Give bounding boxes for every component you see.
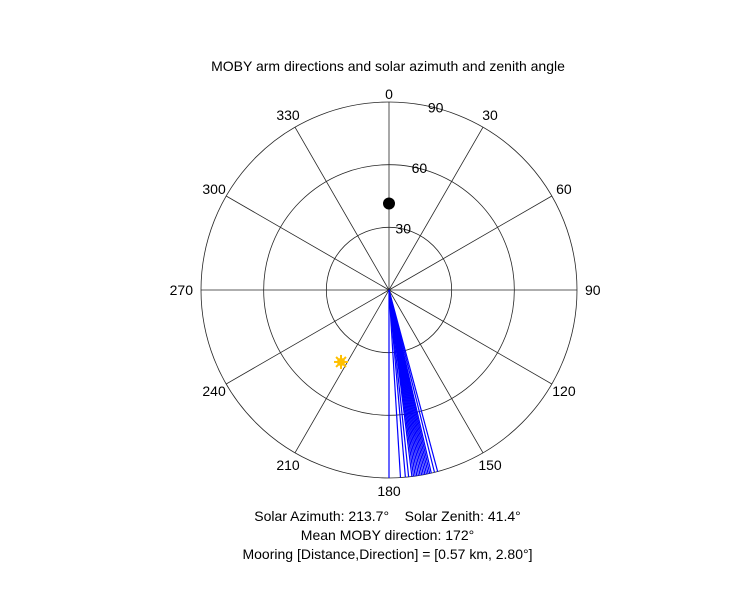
markers — [334, 197, 395, 369]
angle-tick-label: 210 — [276, 457, 300, 473]
sun-core — [337, 357, 346, 366]
arm-direction-lines — [388, 289, 439, 478]
radial-tick-label: 90 — [428, 99, 444, 115]
angle-tick-label: 270 — [170, 282, 194, 298]
radial-tick-label: 30 — [395, 220, 411, 236]
sun-reflection-point — [383, 197, 395, 210]
radial-tick-labels: 30 60 90 — [395, 99, 443, 236]
mean-direction-text: Mean MOBY direction: 172° — [300, 527, 475, 543]
angle-tick-label: 300 — [202, 181, 226, 197]
angle-tick-label: 240 — [202, 383, 226, 399]
arm-direction-line — [388, 289, 402, 478]
angle-tick-label: 120 — [552, 383, 576, 399]
solar-angles-text: Solar Azimuth: 213.7° Solar Zenith: 41.4… — [254, 508, 521, 524]
angle-tick-label: 90 — [585, 282, 601, 298]
radial-tick-label: 60 — [412, 160, 428, 176]
chart-title: MOBY arm directions and solar azimuth an… — [211, 58, 565, 74]
angle-tick-labels: 0 30 60 90 120 150 180 210 240 270 300 330 — [170, 86, 601, 499]
angle-tick-label: 60 — [556, 181, 572, 197]
angle-tick-label: 0 — [385, 86, 393, 102]
mooring-text: Mooring [Distance,Direction] = [0.57 km,… — [242, 546, 533, 562]
angle-tick-label: 180 — [377, 483, 401, 499]
angle-tick-label: 330 — [276, 107, 300, 123]
angle-tick-label: 30 — [482, 107, 498, 123]
arm-direction-line — [388, 289, 439, 472]
angle-tick-label: 150 — [478, 457, 502, 473]
sun-position-marker — [334, 354, 349, 369]
